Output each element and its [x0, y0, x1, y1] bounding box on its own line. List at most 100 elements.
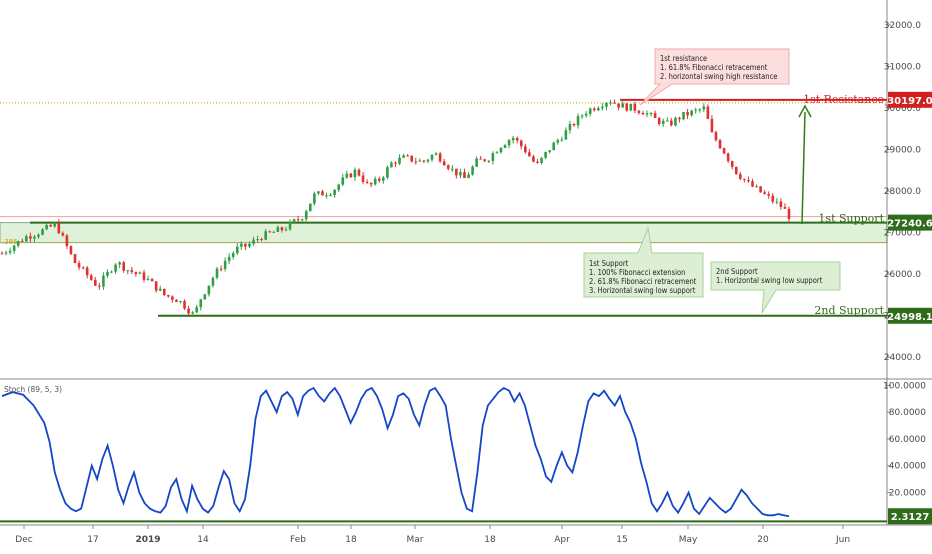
candle-body — [284, 229, 288, 231]
candle-body — [767, 193, 771, 196]
candle-body — [89, 275, 93, 280]
candle-body — [434, 153, 438, 155]
candle-body — [118, 262, 121, 265]
callout-support1[interactable]: 1st Support 1. 100% Fibonacci extension … — [583, 226, 704, 298]
candle-body — [487, 160, 491, 162]
candle-body — [426, 159, 430, 162]
callout-support1-line-3: 2. 61.8% Fibonacci retracement — [589, 277, 697, 286]
candle-body — [313, 193, 316, 204]
candle-body — [146, 278, 150, 280]
candle-body — [94, 279, 97, 286]
candle-body — [739, 174, 742, 179]
candle-body — [25, 236, 28, 242]
callout-resistance[interactable]: 1st resistance 1. 61.8% Fibonacci retrac… — [639, 48, 790, 106]
time-axis: Dec 17 2019 14 Feb 18 Mar 18 Apr 15 May 20 Jun — [15, 525, 850, 545]
time-tick-label: 15 — [616, 535, 627, 545]
candle-body — [138, 272, 142, 274]
candle-body — [759, 186, 762, 193]
candle-body — [430, 154, 434, 160]
candle-body — [219, 268, 223, 270]
label-1st-support: 1st Support — [818, 212, 884, 225]
candle-body — [438, 153, 442, 162]
candle-body — [398, 157, 401, 164]
candle-body — [503, 145, 507, 148]
candle-body — [597, 108, 600, 111]
candle-body — [167, 294, 170, 297]
candle-body — [714, 132, 718, 141]
level-lines — [0, 98, 888, 317]
candle-body — [706, 106, 710, 119]
candle-body — [191, 312, 194, 314]
candle-body — [552, 142, 556, 151]
candle-body — [150, 278, 154, 282]
callout-support2-line-1: 2nd Support — [716, 267, 758, 276]
candle-body — [361, 175, 365, 182]
candle-body — [459, 172, 462, 176]
candle-body — [528, 152, 531, 157]
candle-body — [29, 236, 32, 239]
candle-body — [771, 195, 775, 202]
target-arrow-shaft — [801, 111, 806, 225]
candle-body — [479, 158, 482, 160]
candle-body — [633, 103, 637, 111]
price-badge-label: 24998.1 — [887, 312, 932, 323]
target-arrow — [798, 104, 812, 225]
candle-body — [524, 146, 527, 153]
candle-body — [81, 267, 85, 269]
candle-body — [45, 225, 48, 230]
price-tick-label: 24000.0 — [884, 353, 921, 363]
price-tick-label: 28000.0 — [884, 187, 921, 197]
candle-body — [171, 296, 174, 300]
candle-body — [183, 301, 186, 309]
stoch-tick-label: 80.0000 — [889, 408, 926, 418]
candle-body — [471, 166, 474, 175]
candle-body — [605, 102, 608, 107]
candle-body — [779, 201, 783, 208]
candle-body — [260, 239, 263, 241]
candle-body — [390, 162, 393, 168]
label-1st-resistance: 1st Resistance — [803, 93, 884, 106]
candle-body — [61, 233, 65, 236]
candle-body — [580, 115, 584, 117]
time-tick-label: 2019 — [135, 535, 160, 545]
candle-body — [57, 222, 61, 234]
candle-body — [65, 235, 69, 247]
time-tick-label: 18 — [345, 535, 357, 545]
price-tick-label: 32000.0 — [884, 21, 921, 31]
candle-body — [568, 124, 572, 131]
candle-body — [199, 299, 203, 308]
candle-body — [276, 227, 280, 232]
candle-body — [211, 277, 215, 286]
candle-body — [540, 157, 543, 163]
price-tick-label: 26000.0 — [884, 270, 921, 280]
candle-body — [629, 103, 633, 111]
candle-body — [114, 264, 117, 272]
price-badge-label: 27240.6 — [887, 219, 932, 230]
candle-body — [747, 180, 750, 182]
candle-body — [402, 155, 405, 158]
callout-support1-line-1: 1st Support — [589, 259, 629, 268]
callout-support2-line-2: 1. Horizontal swing low support — [716, 276, 823, 285]
time-tick-label: Apr — [554, 535, 570, 545]
candle-body — [85, 267, 89, 276]
candle-body — [394, 162, 397, 164]
price-badge-bg — [888, 214, 932, 231]
price-tick-label: 31000.0 — [884, 62, 921, 72]
candle-body — [515, 137, 519, 141]
candle-body — [49, 225, 52, 227]
candle-body — [309, 203, 312, 212]
candle-body — [53, 222, 57, 227]
candle-body — [690, 110, 693, 116]
candle-body — [195, 307, 199, 313]
candle-body — [341, 177, 345, 185]
candle-body — [69, 246, 73, 255]
candle-body — [162, 288, 166, 295]
candle-body — [349, 173, 353, 178]
candle-body — [775, 201, 779, 203]
candle-body — [158, 288, 162, 291]
candle-body — [475, 158, 478, 167]
stochastic-panel — [0, 386, 887, 523]
callout-support2[interactable]: 2nd Support 1. Horizontal swing low supp… — [710, 261, 841, 314]
candle-body — [463, 172, 466, 179]
